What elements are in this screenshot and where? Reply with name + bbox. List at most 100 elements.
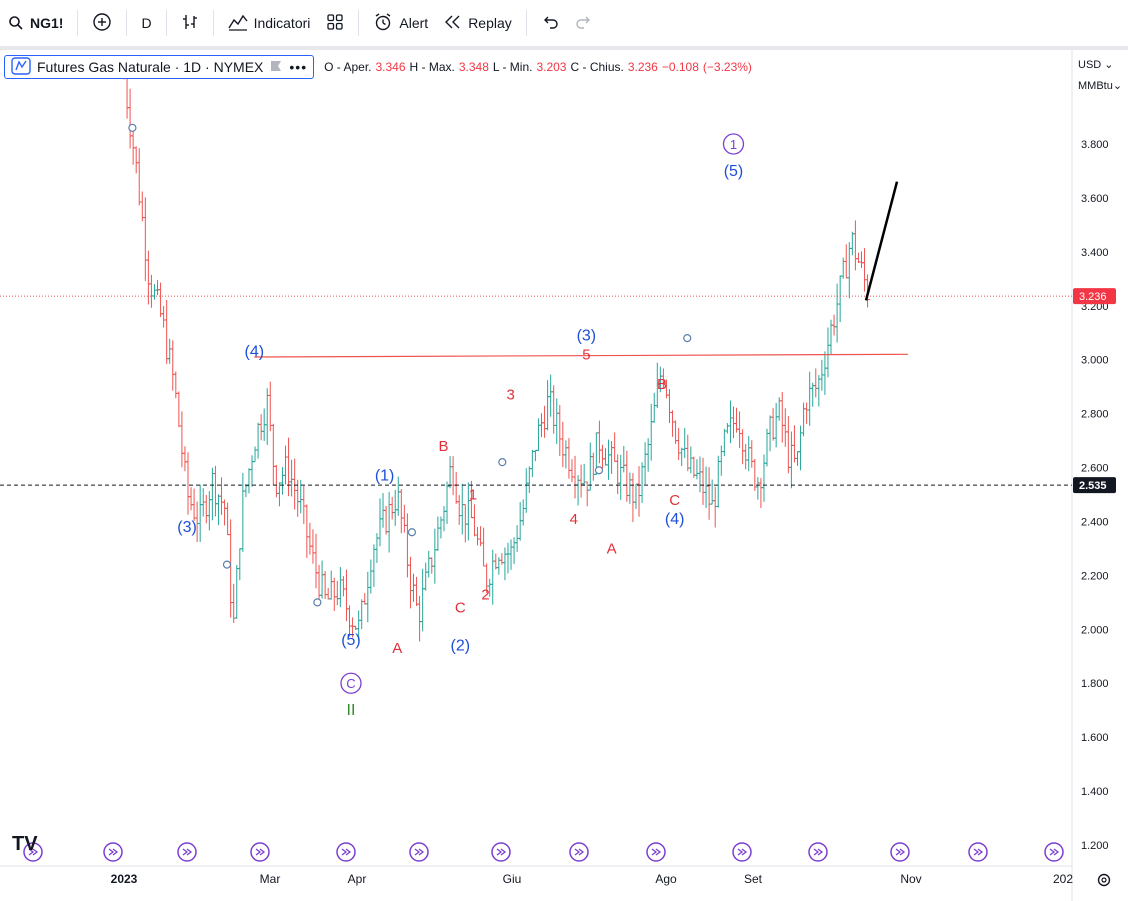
price-tick-label: 2.600	[1081, 463, 1109, 475]
price-tick-label: 1.200	[1081, 840, 1109, 852]
open-label: O - Aper.	[324, 60, 372, 74]
price-tick-label: 1.600	[1081, 732, 1109, 744]
wave-label: B	[438, 438, 448, 455]
wave-label: 5	[582, 346, 590, 363]
high-label: H - Max.	[409, 60, 455, 74]
top-toolbar: NG1! D Indicatori Alert R	[0, 0, 1128, 50]
redo-button[interactable]	[567, 4, 601, 42]
wave-label: 3	[507, 387, 515, 404]
wave-label: 2	[481, 586, 489, 603]
indicators-button[interactable]: Indicatori	[220, 4, 319, 42]
replay-label: Replay	[468, 15, 512, 31]
event-icon-arrow	[414, 848, 425, 856]
price-tick-label: 2.000	[1081, 624, 1109, 636]
currency-selector[interactable]: USD ⌄	[1072, 54, 1128, 75]
low-label: L - Min.	[492, 60, 533, 74]
price-tick-label: 1.800	[1081, 678, 1109, 690]
time-tick-label: 2023	[111, 872, 138, 886]
indicators-label: Indicatori	[253, 15, 311, 31]
unit-label: MMBtu	[1078, 80, 1113, 92]
bars-icon	[181, 13, 199, 34]
change-value: −0.108	[661, 60, 699, 74]
symbol-search[interactable]: NG1!	[0, 4, 71, 42]
symbol-legend-box[interactable]: Futures Gas Naturale · 1D · NYMEX •••	[4, 55, 315, 79]
open-value: 3.346	[375, 60, 406, 74]
divider	[212, 10, 214, 36]
wave-annotations: (4) (3) (5) C II (1) A B C (2) 1 2 3 4 5 (3) A B C (4) (5) 1	[177, 133, 745, 719]
time-tick-label: Giu	[503, 872, 522, 886]
dashed-level-badge	[1073, 477, 1116, 494]
price-axis-header: USD ⌄ MMBtu⌄	[1072, 54, 1128, 96]
event-icon-arrow	[973, 848, 984, 856]
event-dot	[222, 560, 232, 569]
chart-lines: 3.236 2.535	[0, 181, 1116, 494]
event-icon-arrow	[1049, 848, 1060, 856]
wave-label: A	[607, 540, 617, 557]
event-dot	[407, 528, 417, 537]
chevron-down-icon: ⌄	[1112, 80, 1123, 92]
grid-icon	[326, 13, 344, 34]
symbol-label: NG1!	[30, 15, 64, 31]
event-icon-arrow	[28, 848, 39, 856]
compare-button[interactable]	[84, 4, 120, 42]
event-icon-arrow	[651, 848, 662, 856]
rewind-icon	[444, 14, 462, 33]
wave-label: 1	[469, 487, 477, 504]
event-icon-arrow	[895, 848, 906, 856]
wave-label: B	[657, 376, 667, 393]
chart-type-button[interactable]	[173, 4, 207, 42]
wave-label: C	[346, 676, 355, 691]
price-tick-label: 3.600	[1081, 193, 1109, 205]
layouts-button[interactable]	[318, 4, 352, 42]
dashed-level-label: 2.535	[1079, 480, 1107, 492]
wave-label: C	[455, 600, 466, 617]
wave-label: C	[669, 492, 680, 509]
unit-selector[interactable]: MMBtu⌄	[1072, 75, 1128, 96]
wave-label: (5)	[341, 632, 361, 649]
interval-button[interactable]: D	[133, 4, 159, 42]
chart-pane[interactable]: 3.800 3.600 3.400 3.200 3.000 2.800 2.600 2.400…	[0, 50, 1128, 901]
replay-button[interactable]: Replay	[436, 4, 520, 42]
alarm-clock-icon	[373, 12, 393, 35]
event-icon-arrow	[813, 848, 824, 856]
divider	[358, 10, 360, 36]
alert-button[interactable]: Alert	[365, 4, 436, 42]
event-dot	[683, 334, 692, 343]
close-label: C - Chius.	[570, 60, 624, 74]
event-icon-arrow	[108, 848, 119, 856]
price-tick-label: 2.800	[1081, 409, 1109, 421]
price-tick-label: 1.400	[1081, 786, 1109, 798]
close-value: 3.236	[627, 60, 658, 74]
event-dot	[128, 123, 137, 132]
chevron-down-icon: ⌄	[1104, 59, 1114, 71]
resistance-line	[254, 353, 909, 358]
undo-button[interactable]	[533, 4, 567, 42]
divider	[165, 10, 167, 36]
event-icon-arrow	[182, 848, 193, 856]
alert-label: Alert	[399, 15, 429, 31]
price-axis[interactable]: 3.8003.6003.4003.2003.0002.8002.6002.400…	[1081, 139, 1109, 852]
wave-label: A	[392, 640, 402, 657]
event-markers	[23, 842, 1064, 862]
more-icon[interactable]: •••	[289, 59, 308, 75]
event-icon-arrow	[496, 848, 507, 856]
wave-label: (3)	[577, 327, 597, 344]
wave-label: (2)	[450, 637, 470, 654]
time-tick-label: Set	[744, 872, 763, 886]
nymex-badge-icon	[11, 56, 31, 78]
flag-icon[interactable]	[269, 60, 283, 75]
divider	[525, 10, 527, 36]
time-axis[interactable]: 2023 Mar Apr Giu Ago Set Nov 202	[111, 872, 1074, 886]
time-tick-label: Ago	[655, 872, 677, 886]
price-chart[interactable]: 3.8003.6003.4003.2003.0002.8002.6002.400…	[0, 50, 1128, 901]
gear-icon[interactable]	[1097, 873, 1111, 887]
event-icon-arrow	[255, 848, 266, 856]
price-tick-label: 2.200	[1081, 570, 1109, 582]
projection-line	[864, 181, 899, 301]
price-tick-label: 2.400	[1081, 516, 1109, 528]
price-tick-label: 3.800	[1081, 139, 1109, 151]
wave-label: (4)	[665, 511, 685, 528]
time-tick-label: Mar	[260, 872, 281, 886]
event-dot	[498, 458, 507, 467]
high-value: 3.348	[458, 60, 489, 74]
